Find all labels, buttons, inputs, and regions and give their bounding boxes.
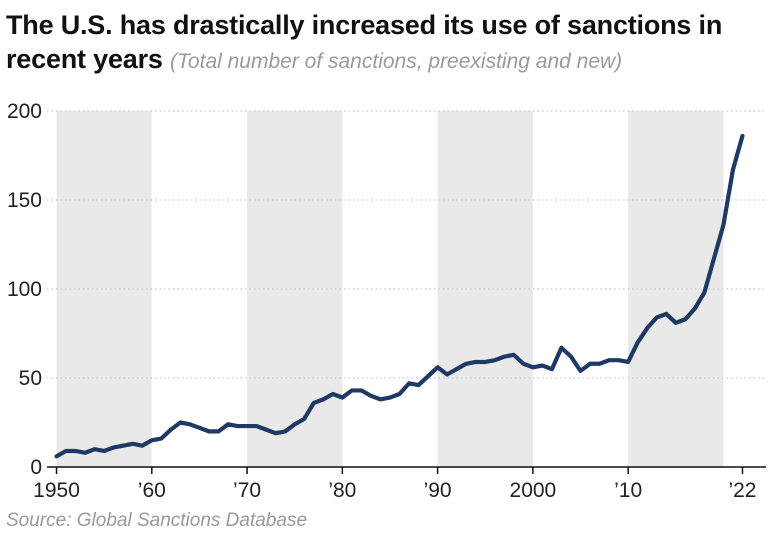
series-line	[54, 133, 745, 459]
x-tick-label: ’90	[424, 479, 452, 502]
y-tick-label: 0	[30, 456, 42, 479]
chart-title: The U.S. has drastically increased its u…	[6, 8, 766, 79]
x-tick-label: 2000	[510, 479, 557, 502]
x-axis: 1950 ’60 ’70 ’80 ’90 2000 ’10 ’22	[33, 466, 766, 502]
x-tick-label: ’22	[728, 479, 756, 502]
decade-band	[56, 111, 152, 467]
source-note: Source: Global Sanctions Database	[6, 510, 308, 531]
x-tick-label: ’60	[138, 479, 166, 502]
y-tick-label: 100	[7, 278, 42, 301]
decade-band	[437, 111, 533, 467]
gridlines	[47, 110, 766, 379]
y-tick-label: 150	[7, 189, 42, 212]
chart-subtitle: (Total number of sanctions, preexisting …	[170, 50, 623, 73]
decade-bands	[56, 111, 724, 467]
y-tick-label: 200	[7, 100, 42, 123]
y-axis: 0 50 100 150 200	[7, 100, 42, 479]
x-tick-label: ’80	[328, 479, 356, 502]
x-tick-label: ’70	[233, 479, 261, 502]
x-tick-label: ’10	[614, 479, 642, 502]
y-tick-label: 50	[19, 367, 42, 390]
chart-title-text: The U.S. has drastically increased its u…	[6, 10, 723, 74]
x-tick-label: 1950	[33, 479, 80, 502]
series-layer	[54, 133, 745, 459]
